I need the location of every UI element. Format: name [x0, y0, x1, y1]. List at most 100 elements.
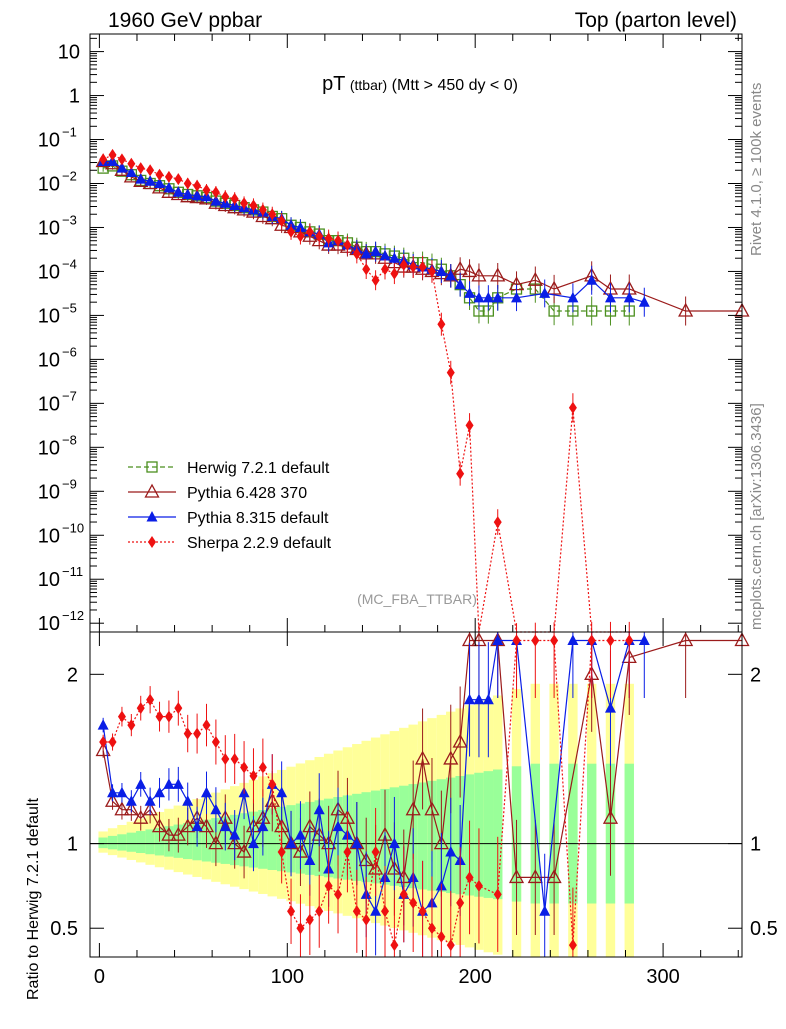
ratio-point	[604, 702, 616, 713]
data-point	[371, 274, 380, 287]
ratio-point	[164, 710, 173, 723]
ratio-point	[249, 769, 258, 782]
data-point	[461, 263, 478, 278]
ratio-point	[414, 750, 431, 765]
ratio-series-3	[99, 632, 634, 957]
ratio-point	[258, 761, 267, 774]
ratio-point	[456, 896, 465, 909]
main-ytick-label: 10	[38, 481, 60, 503]
data-point	[296, 230, 305, 243]
ratio-band-green	[267, 808, 277, 870]
ratio-point	[268, 778, 277, 791]
data-point	[127, 157, 136, 170]
ratio-point	[247, 837, 259, 849]
data-point	[492, 291, 504, 303]
ratio-point	[446, 939, 455, 952]
main-ytick-exponent: −9	[62, 476, 77, 491]
ratio-point	[116, 786, 128, 798]
mcplots-label: mcplots.cern.ch [arXiv:1306.3436]	[748, 403, 765, 630]
ratio-point	[287, 905, 296, 918]
main-ytick-label: 10	[58, 42, 80, 64]
ratio-point	[170, 826, 186, 841]
ratio-point	[133, 809, 149, 824]
main-ytick-exponent: −10	[62, 520, 84, 535]
series-1	[95, 153, 750, 326]
ratio-point	[352, 905, 361, 918]
data-point	[548, 305, 560, 317]
data-point	[305, 225, 314, 238]
ratio-point	[144, 795, 156, 806]
ratio-point	[587, 634, 596, 647]
ratio-point	[117, 710, 126, 723]
data-point	[418, 261, 427, 274]
legend-label: Sherpa 2.2.9 default	[187, 535, 332, 552]
main-ytick-label: 10	[38, 217, 60, 239]
ratio-band-green	[136, 831, 146, 853]
ratio-point	[492, 634, 504, 645]
ratio-plot-layer	[90, 632, 750, 957]
data-point	[511, 291, 523, 303]
data-point	[435, 265, 447, 276]
data-point	[586, 274, 598, 285]
data-point	[427, 265, 436, 278]
main-ytick-label: 10	[38, 525, 60, 547]
main-plot-layer	[95, 148, 750, 633]
ratio-point	[154, 786, 166, 798]
data-point	[454, 278, 466, 290]
ratio-point	[606, 634, 615, 647]
data-point	[146, 164, 155, 177]
ratio-ytick-label: 0.5	[50, 918, 78, 940]
data-point	[294, 221, 306, 232]
ratio-point	[362, 913, 371, 926]
legend-marker	[144, 483, 160, 498]
analysis-id: (MC_FBA_TTBAR)	[357, 591, 477, 607]
ratio-band-green	[417, 782, 428, 890]
data-point	[154, 177, 166, 188]
ratio-point	[277, 846, 286, 859]
ratio-point	[219, 820, 231, 832]
data-point	[380, 263, 389, 276]
ratio-point	[437, 930, 446, 943]
ratio-point	[388, 837, 400, 849]
ratio-point	[546, 869, 562, 884]
data-point	[277, 214, 286, 227]
ratio-point	[512, 634, 521, 647]
ratio-point	[371, 846, 380, 859]
data-point	[638, 296, 650, 307]
ratio-ytick-label-right: 0.5	[750, 918, 778, 940]
ratio-point	[230, 752, 239, 765]
data-point	[324, 232, 333, 245]
data-point	[678, 302, 694, 317]
ratio-band-green	[483, 771, 494, 898]
legend: Herwig 7.2.1 default Pythia 6.428 370 Pyth…	[128, 460, 332, 552]
main-ytick-label: 1	[69, 86, 80, 108]
data-point	[163, 181, 175, 193]
ratio-point	[136, 702, 145, 715]
data-point	[379, 250, 391, 261]
ratio-point	[183, 727, 192, 740]
ratio-band-green	[117, 834, 127, 851]
data-point	[490, 267, 506, 282]
ratio-ytick-label: 2	[67, 664, 78, 686]
ratio-point	[104, 792, 121, 807]
ratio-point	[370, 905, 382, 916]
data-point	[343, 239, 352, 252]
data-point	[136, 162, 145, 175]
ratio-point	[193, 727, 202, 740]
ratio-point	[294, 829, 306, 840]
ratio-point	[493, 888, 502, 901]
ratio-point	[418, 905, 427, 918]
ratio-point	[221, 752, 230, 765]
ratio-point	[324, 879, 333, 892]
ratio-point	[163, 778, 175, 789]
legend-marker	[146, 461, 158, 473]
chart-title: pT (ttbar) (Mtt > 450 dy < 0)	[322, 73, 518, 95]
ratio-point	[125, 795, 137, 806]
ratio-band-green	[154, 827, 165, 856]
ratio-point	[443, 750, 459, 765]
ratio-point	[180, 818, 196, 833]
ratio-point	[135, 778, 147, 789]
main-ytick-exponent: −4	[62, 256, 77, 271]
ratio-point	[146, 693, 155, 706]
